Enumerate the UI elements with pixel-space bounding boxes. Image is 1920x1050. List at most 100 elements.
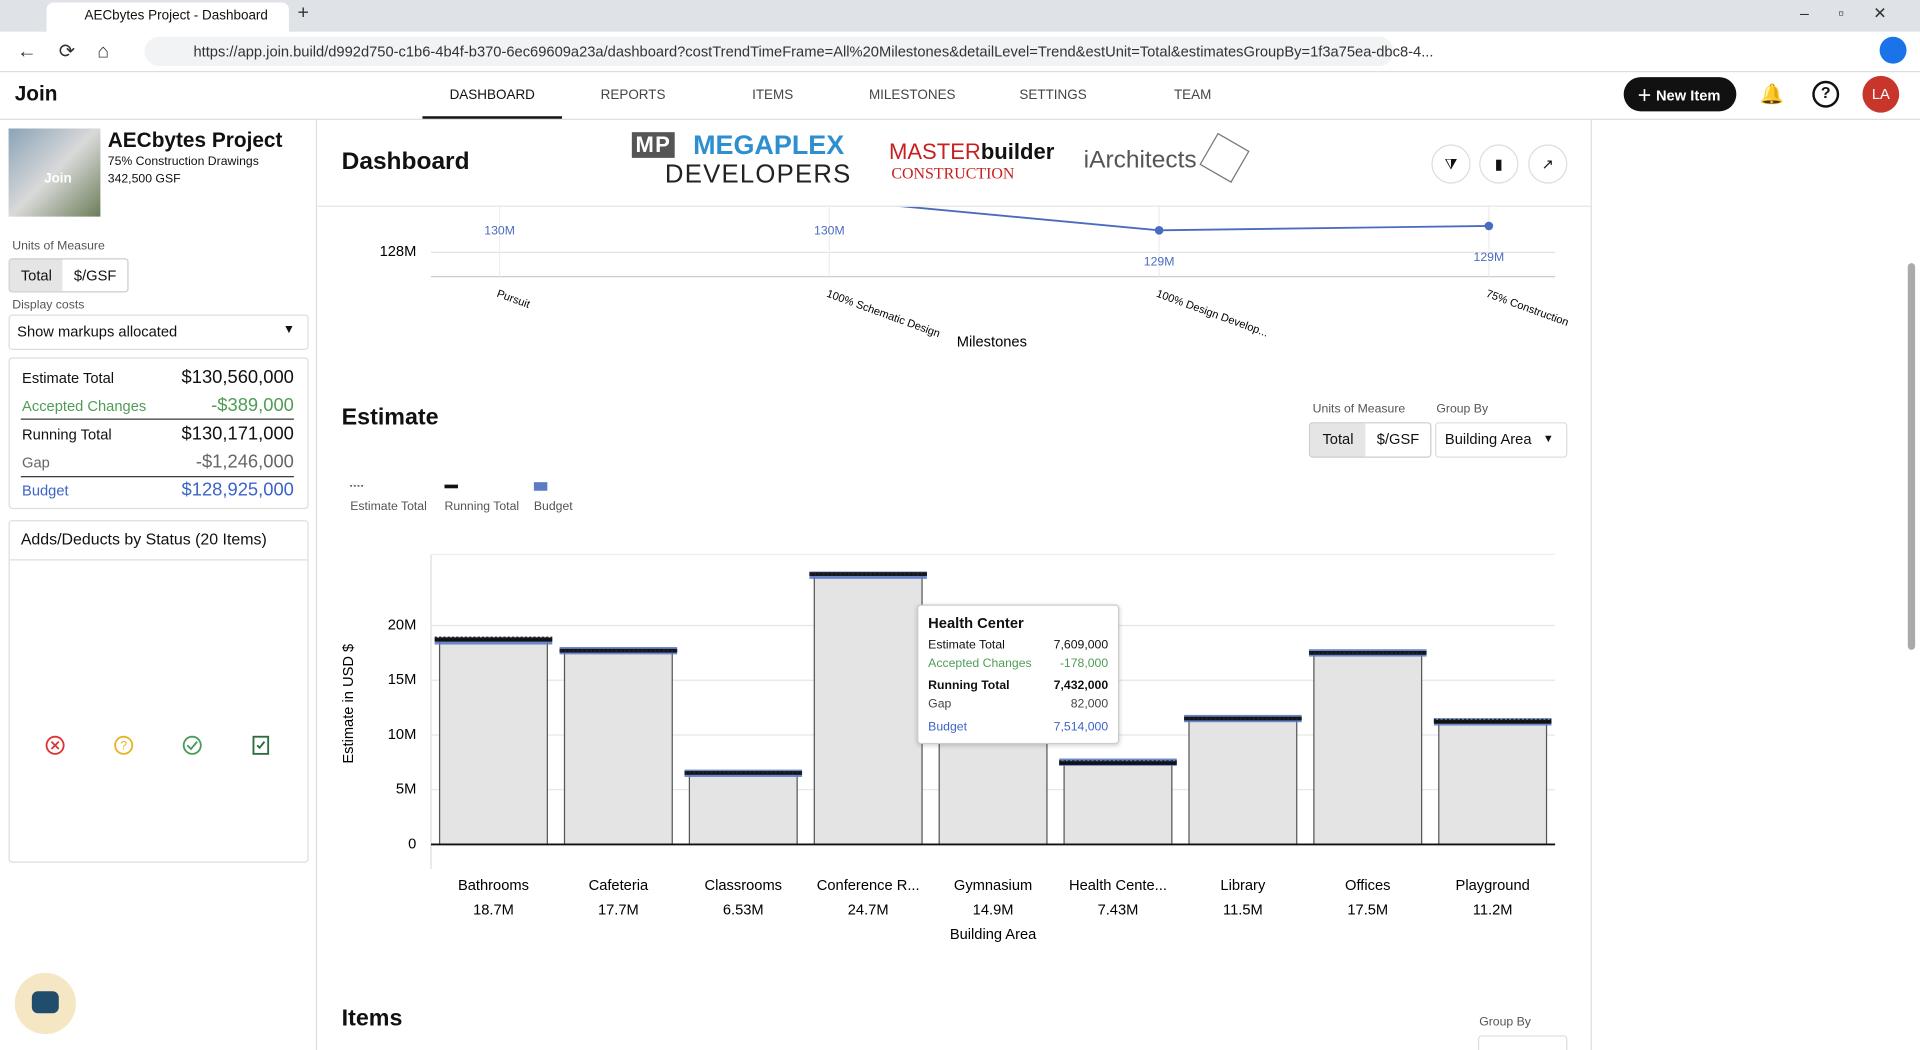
project-thumbnail [8, 128, 101, 217]
nav-buttons[interactable]: ←⟳⌂ [17, 41, 132, 63]
thumb-label: Join [44, 171, 72, 187]
value-label: 17.7M [598, 902, 639, 918]
pending-icon [114, 735, 134, 755]
trend-point [1154, 226, 1164, 235]
y-tick-label: 15M [388, 672, 417, 688]
x-tick-label: Pursuit [495, 288, 531, 311]
estimate-bar [1188, 717, 1298, 846]
summary-value: $128,925,000 [181, 479, 294, 501]
x-tick-label: 100% Schematic Design [825, 288, 942, 340]
accepted-icon [186, 741, 198, 751]
bell[interactable]: 🔔 [1759, 84, 1785, 106]
value-label: 129M [1144, 254, 1175, 268]
units-toggle: Total $/GSF [1308, 422, 1432, 458]
y-tick-label: 0 [408, 836, 416, 852]
group-by-label: Group By [1436, 402, 1489, 417]
nav-tab[interactable]: MILESTONES [868, 88, 956, 103]
estimate-chart: 0 5M 10M 15M 20M Estimate in USD $ Building Ar… [341, 482, 1556, 943]
project-phase: 75% Construction Drawings [107, 155, 259, 169]
x-axis-label: Milestones [957, 335, 1027, 351]
units-toggle: Total $/GSF [8, 258, 129, 293]
logo-text: DEVELOPERS [664, 160, 852, 189]
tooltip-label: Budget [928, 720, 967, 735]
logo-text: MEGAPLEX [693, 129, 845, 161]
display-costs-select[interactable] [8, 314, 309, 351]
value-label: 11.5M [1223, 902, 1263, 918]
help[interactable]: ? [1812, 80, 1840, 108]
nav-tab[interactable]: DASHBOARD [449, 88, 535, 103]
tooltip-label: Gap [928, 697, 952, 712]
share-button[interactable]: ↗ [1528, 144, 1568, 184]
running-total-mark [809, 572, 927, 576]
units-label: Units of Measure [1312, 402, 1406, 417]
logo-text: MASTERbuilder [889, 140, 1054, 166]
url: https://app.join.build/d992d750-c1b6-4b4… [193, 42, 1434, 60]
x-tick-label: Library [1220, 878, 1266, 894]
nav-tab[interactable]: REPORTS [600, 88, 666, 103]
incorporated-icon [252, 735, 270, 755]
logo-text: builder [980, 139, 1055, 164]
value-label: 129M [1474, 250, 1505, 264]
running-total-mark [434, 637, 553, 642]
tooltip-title: Health Center [928, 614, 1024, 632]
running-total-mark [559, 648, 678, 653]
new-item-button[interactable] [1623, 77, 1737, 112]
status-icons: ? [45, 735, 270, 755]
value-label: 11.2M [1473, 902, 1513, 918]
x-tick-label: Health Cente... [1069, 878, 1167, 894]
logo-text: iArchitects [1083, 146, 1197, 174]
value-label: 24.7M [848, 902, 889, 918]
nav-tab[interactable]: ITEMS [752, 88, 794, 103]
summary-label: Running Total [22, 425, 112, 444]
legend-label: Estimate Total [350, 499, 427, 513]
nav-tab[interactable]: TEAM [1173, 88, 1212, 103]
adds-title: Adds/Deducts by Status (20 Items) [20, 529, 267, 549]
logo-text: MASTER [888, 139, 981, 164]
chat-icon [31, 991, 59, 1014]
summary-label: Accepted Changes [22, 397, 147, 415]
x-tick-label: Classrooms [705, 878, 782, 894]
nav-tab[interactable]: SETTINGS [1019, 88, 1087, 103]
tab[interactable] [46, 2, 289, 32]
units-option[interactable]: $/GSF [73, 266, 117, 284]
value-label: 17.5M [1347, 902, 1388, 918]
new-tab[interactable]: + [297, 2, 309, 24]
estimate-bar [688, 772, 798, 846]
tooltip-value: 7,514,000 [1053, 720, 1109, 735]
logo-text: CONSTRUCTION [891, 163, 1015, 183]
legend-swatch [444, 484, 458, 489]
value-label: 130M [484, 224, 515, 238]
x-tick-label: 100% Design Develop... [1155, 288, 1270, 340]
x-tick-label: Bathrooms [458, 878, 529, 894]
incorporated-icon [256, 741, 266, 750]
x-tick-label: Conference R... [817, 878, 920, 894]
copilot[interactable] [1879, 36, 1907, 64]
group-by-select[interactable] [1477, 1035, 1568, 1050]
logo[interactable]: Join [14, 81, 58, 106]
dashboard-title: Dashboard [341, 148, 470, 176]
tab-title: AECbytes Project - Dashboard [84, 8, 268, 24]
y-tick-label: 20M [388, 617, 417, 633]
units-label: Units of Measure [12, 239, 105, 254]
value-label: 7.43M [1098, 902, 1139, 918]
units-option[interactable]: $/GSF [1376, 430, 1420, 448]
display-costs-label: Display costs [12, 298, 85, 313]
group-by-select[interactable] [1435, 422, 1568, 458]
filter-button[interactable]: ⧩ [1431, 144, 1471, 184]
scrollbar-thumb[interactable] [1907, 263, 1916, 650]
rule [9, 559, 308, 561]
units-option[interactable]: Total [9, 259, 63, 292]
avatar[interactable]: LA [1862, 75, 1900, 113]
group-by-label: Group By [1479, 1015, 1531, 1030]
adds-box [8, 520, 309, 863]
address-bar[interactable] [144, 36, 1394, 67]
units-option[interactable]: Total [1310, 423, 1366, 457]
y-tick-label: 10M [388, 727, 417, 743]
dashboard-header [317, 119, 1591, 207]
summary-label: Budget [22, 482, 69, 500]
tooltip-label: Estimate Total [928, 638, 1005, 653]
bookmark-button[interactable]: ▮ [1479, 144, 1519, 184]
estimate-bar [1438, 719, 1548, 846]
y-axis-label: Estimate in USD $ [341, 644, 357, 764]
window-controls[interactable]: –▫✕ [1800, 3, 1917, 23]
